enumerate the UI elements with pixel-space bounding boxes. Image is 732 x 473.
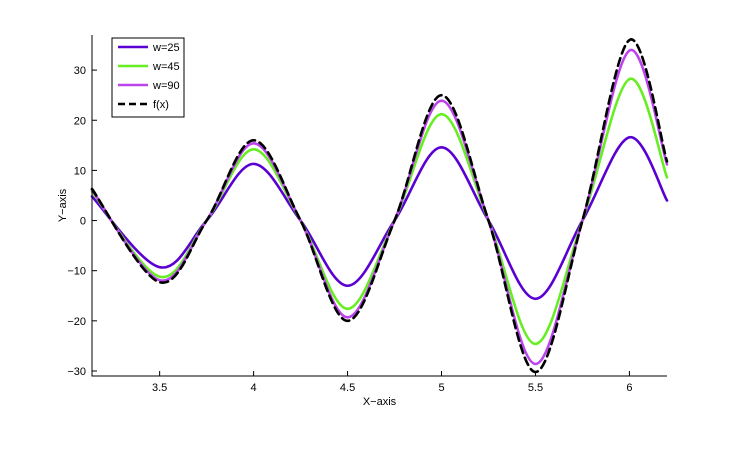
y-tick-label: −30 <box>67 366 86 378</box>
x-tick-label: 5 <box>438 382 444 394</box>
y-tick-label: −20 <box>67 316 86 328</box>
x-tick-label: 4.5 <box>340 382 355 394</box>
legend-box <box>111 37 185 118</box>
x-tick-label: 6 <box>626 382 632 394</box>
x-axis-label: X−axis <box>363 396 397 408</box>
legend: w=25 w=45 w=90 f(x) <box>111 37 185 118</box>
x-axis-ticks: 3.5 4 4.5 5 5.5 6 <box>152 371 632 394</box>
series-line-f-x <box>90 38 669 374</box>
y-tick-label: 10 <box>74 165 86 177</box>
y-tick-label: 30 <box>74 65 86 77</box>
y-tick-label: 20 <box>74 115 86 127</box>
legend-entry-label: w=45 <box>152 61 180 73</box>
plot-area <box>90 38 669 374</box>
x-tick-label: 3.5 <box>152 382 167 394</box>
series-line-w-25 <box>90 136 669 301</box>
legend-entry-label: f(x) <box>153 99 169 111</box>
x-tick-label: 4 <box>251 382 257 394</box>
x-tick-label: 5.5 <box>528 382 543 394</box>
y-axis-label: Y−axis <box>57 188 69 222</box>
legend-entry-label: w=90 <box>152 80 180 92</box>
y-tick-label: 0 <box>80 216 86 228</box>
y-tick-label: −10 <box>67 266 86 278</box>
legend-entry-label: w=25 <box>152 42 180 54</box>
series-layer <box>90 38 669 374</box>
series-line-w-45 <box>90 77 669 346</box>
axes-frame <box>91 35 667 377</box>
y-axis-ticks: −30 −20 −10 0 10 20 30 <box>67 65 97 378</box>
